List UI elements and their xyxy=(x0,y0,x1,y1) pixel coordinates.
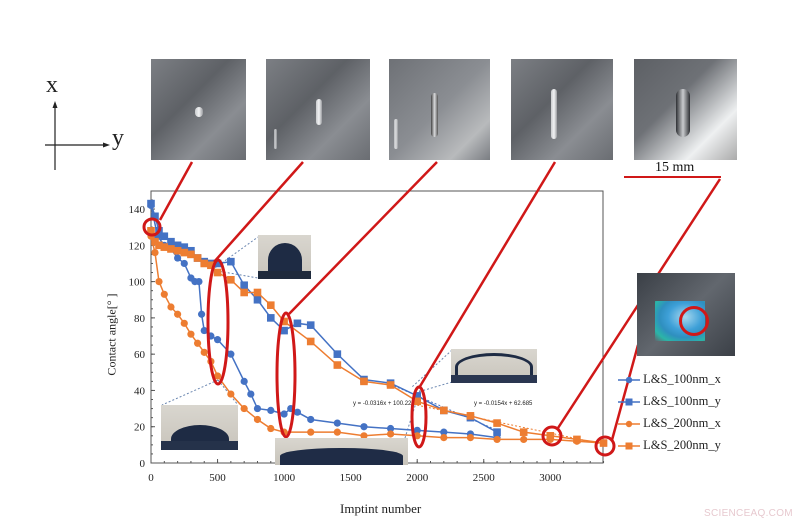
legend-marker-circle-blue-icon xyxy=(618,376,640,384)
svg-text:40: 40 xyxy=(134,385,146,397)
svg-text:20: 20 xyxy=(134,422,146,434)
svg-text:120: 120 xyxy=(129,240,146,252)
droplet-inset-flat xyxy=(275,438,408,465)
watermark: SCIENCEAQ.COM xyxy=(704,508,793,519)
svg-text:140: 140 xyxy=(129,204,146,216)
svg-text:60: 60 xyxy=(134,349,146,361)
svg-text:2500: 2500 xyxy=(473,472,496,484)
svg-text:100: 100 xyxy=(129,277,146,289)
scale-bar xyxy=(624,176,721,178)
surface-photo-1 xyxy=(151,59,246,160)
svg-text:1500: 1500 xyxy=(340,472,363,484)
surface-photo-2 xyxy=(266,59,370,160)
trendline-equation-1: y = -0.0316x + 100.22 xyxy=(353,401,412,407)
svg-text:0: 0 xyxy=(148,472,154,484)
surface-photo-3 xyxy=(389,59,490,160)
legend: L&S_100nm_x L&S_100nm_y L&S_200nm_x L&S_… xyxy=(618,372,758,462)
axes-indicator: x y xyxy=(40,70,124,170)
svg-text:1000: 1000 xyxy=(273,472,296,484)
legend-item-100nm-x: L&S_100nm_x xyxy=(618,372,721,387)
x-axis-label: Imptint number xyxy=(340,501,422,516)
axes-arrows-icon xyxy=(45,101,110,170)
axis-indicator-y-label: y xyxy=(112,125,124,151)
legend-marker-square-orange-icon xyxy=(618,442,640,450)
surface-photo-5 xyxy=(634,59,737,160)
droplet-inset-arc xyxy=(451,349,537,383)
legend-marker-square-blue-icon xyxy=(618,398,640,406)
legend-item-200nm-x: L&S_200nm_x xyxy=(618,416,721,431)
trendline-equation-2: y = -0.0154x + 62.685 xyxy=(474,401,533,407)
axis-indicator-x-label: x xyxy=(46,72,58,98)
final-surface-photo xyxy=(637,273,735,356)
svg-text:80: 80 xyxy=(134,313,146,325)
droplet-inset-tall xyxy=(258,235,311,279)
svg-text:500: 500 xyxy=(209,472,226,484)
scale-bar-label: 15 mm xyxy=(655,160,695,175)
svg-text:0: 0 xyxy=(140,458,146,470)
surface-photo-4 xyxy=(511,59,613,160)
svg-text:2000: 2000 xyxy=(406,472,429,484)
legend-item-100nm-y: L&S_100nm_y xyxy=(618,394,721,409)
y-axis-label: Contact angle[° ] xyxy=(104,293,119,376)
svg-text:3000: 3000 xyxy=(539,472,562,484)
legend-marker-circle-orange-icon xyxy=(618,420,640,428)
legend-item-200nm-y: L&S_200nm_y xyxy=(618,438,721,453)
droplet-inset-medium xyxy=(161,405,238,450)
